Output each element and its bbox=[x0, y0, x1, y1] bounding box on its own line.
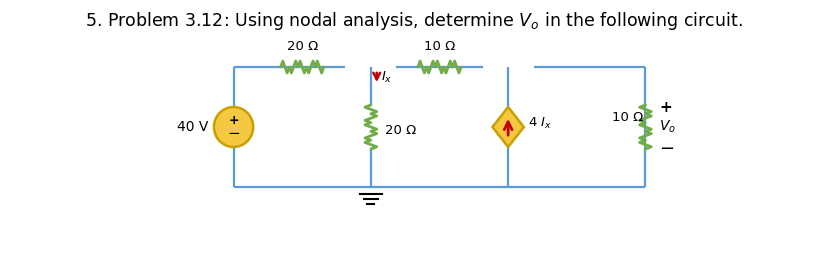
Polygon shape bbox=[492, 107, 523, 147]
Text: 10 Ω: 10 Ω bbox=[423, 40, 455, 53]
Text: +: + bbox=[228, 113, 238, 127]
Text: +: + bbox=[658, 100, 671, 114]
Text: 5. Problem 3.12: Using nodal analysis, determine $V_o$ in the following circuit.: 5. Problem 3.12: Using nodal analysis, d… bbox=[85, 10, 742, 32]
Text: $V_o$: $V_o$ bbox=[658, 119, 676, 135]
Text: 20 Ω: 20 Ω bbox=[384, 124, 415, 138]
Text: 40 V: 40 V bbox=[176, 120, 208, 134]
Text: 20 Ω: 20 Ω bbox=[286, 40, 318, 53]
Text: 10 Ω: 10 Ω bbox=[611, 111, 643, 124]
Text: 4 $I_x$: 4 $I_x$ bbox=[527, 116, 551, 130]
Text: −: − bbox=[227, 127, 240, 141]
Text: $I_x$: $I_x$ bbox=[380, 70, 392, 85]
Circle shape bbox=[213, 107, 253, 147]
Text: −: − bbox=[658, 140, 673, 158]
